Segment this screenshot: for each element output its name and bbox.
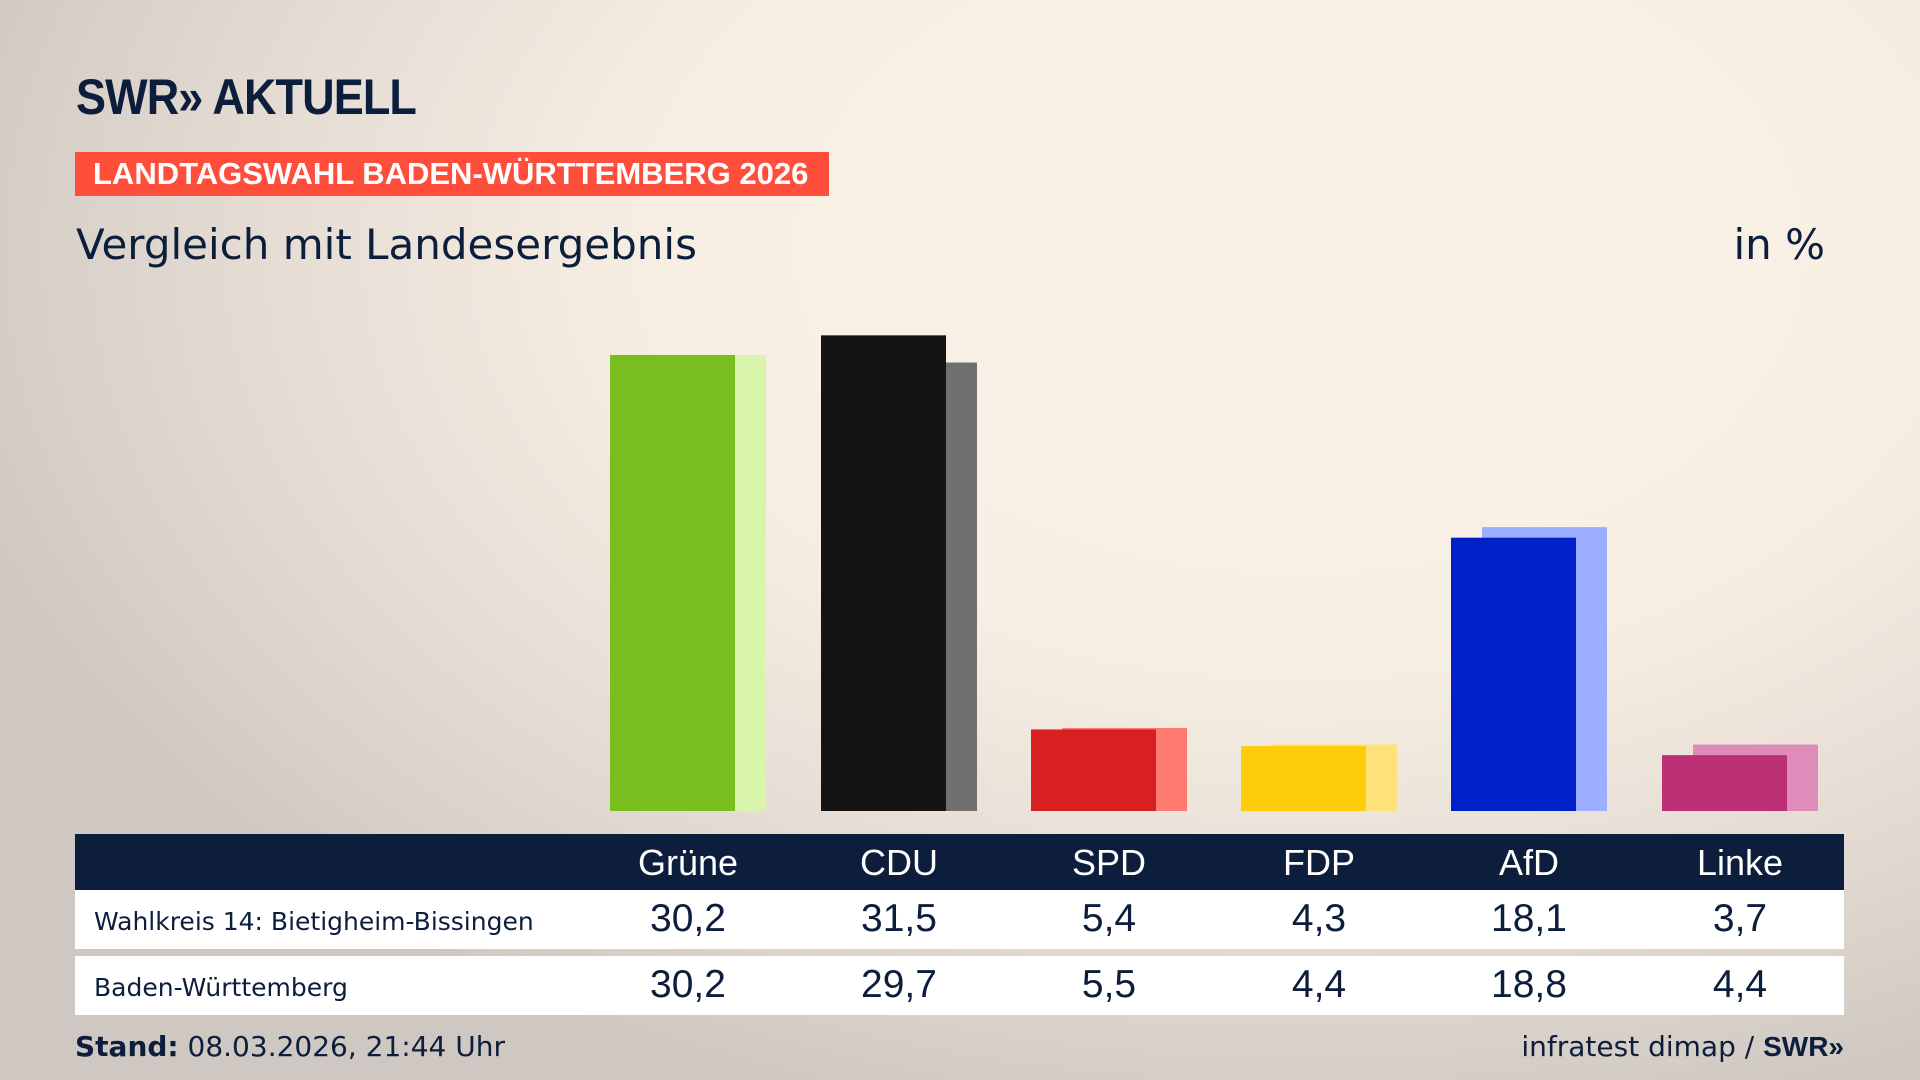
value-cell: 18,8 bbox=[1491, 963, 1567, 1006]
row-label: Wahlkreis 14: Bietigheim-Bissingen bbox=[94, 907, 534, 936]
value-cell: 3,7 bbox=[1712, 897, 1768, 940]
party-header: Grüne bbox=[637, 842, 739, 883]
table-header: Grüne CDU SPD FDP AfD Linke bbox=[75, 834, 1844, 890]
bar-wahlkreis-0 bbox=[610, 354, 735, 811]
value-cell: 4,4 bbox=[1291, 963, 1347, 1006]
election-banner: LANDTAGSWAHL BADEN-WÜRTTEMBERG 2026 bbox=[75, 152, 829, 196]
bar-wahlkreis-1 bbox=[821, 335, 946, 811]
table-row: Baden-Württemberg 30,2 29,7 5,5 4,4 18,8 4,4 bbox=[75, 956, 1844, 1015]
swr-logo: SWR» bbox=[1763, 1031, 1844, 1062]
bar-wahlkreis-5 bbox=[1662, 755, 1787, 811]
swr-aktuell-logo: SWR» AKTUELL bbox=[76, 69, 417, 125]
party-header: Linke bbox=[1696, 842, 1784, 883]
table-row: Wahlkreis 14: Bietigheim-Bissingen 30,2 3… bbox=[75, 890, 1844, 949]
unit-label: in % bbox=[1733, 220, 1825, 269]
party-header: SPD bbox=[1071, 842, 1147, 883]
party-header: FDP bbox=[1283, 842, 1355, 883]
chart-subtitle: Vergleich mit Landesergebnis bbox=[76, 220, 697, 269]
stand-value: 08.03.2026, 21:44 Uhr bbox=[187, 1030, 505, 1063]
party-header: CDU bbox=[860, 842, 938, 883]
bar-wahlkreis-3 bbox=[1241, 746, 1366, 811]
bar-wahlkreis-4 bbox=[1451, 537, 1576, 811]
value-cell: 30,2 bbox=[650, 897, 726, 940]
value-cell: 30,2 bbox=[650, 963, 726, 1006]
value-cell: 5,4 bbox=[1081, 897, 1137, 940]
value-cell: 31,5 bbox=[861, 897, 937, 940]
source: infratest dimap / SWR» bbox=[1521, 1030, 1844, 1063]
value-cell: 29,7 bbox=[861, 963, 937, 1006]
source-text: infratest dimap / bbox=[1521, 1030, 1755, 1063]
value-cell: 4,4 bbox=[1712, 963, 1768, 1006]
value-cell: 4,3 bbox=[1291, 897, 1347, 940]
bar-wahlkreis-2 bbox=[1031, 729, 1156, 811]
value-cell: 18,1 bbox=[1491, 897, 1567, 940]
bar-chart bbox=[610, 335, 1818, 811]
timestamp: Stand: 08.03.2026, 21:44 Uhr bbox=[75, 1030, 505, 1063]
row-label: Baden-Württemberg bbox=[94, 973, 348, 1002]
party-header: AfD bbox=[1498, 842, 1560, 883]
stand-label: Stand: bbox=[75, 1030, 179, 1063]
value-cell: 5,5 bbox=[1081, 963, 1137, 1006]
